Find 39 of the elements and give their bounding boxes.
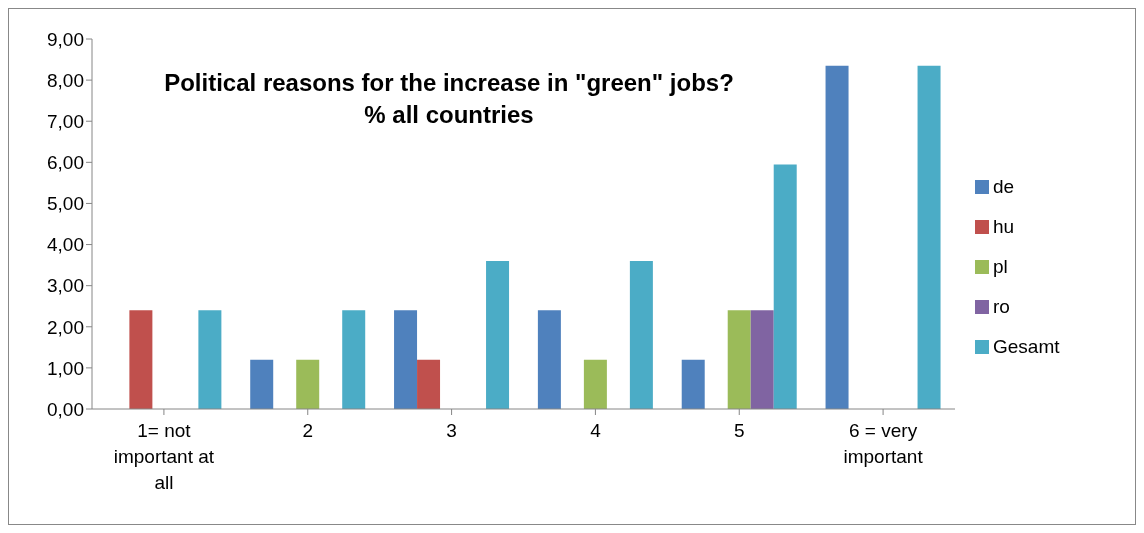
bar — [917, 65, 941, 409]
bar — [681, 359, 705, 409]
text: Political reasons for the increase in "green" jobs? % all countries — [163, 68, 735, 130]
bar — [583, 359, 607, 409]
y-tick-label: 3,00 — [47, 275, 84, 297]
legend-label: de — [993, 175, 1015, 197]
x-tick-label: 5 — [733, 420, 745, 441]
bar — [537, 310, 561, 409]
x-tick-label: 3 — [446, 420, 457, 441]
y-tick-label: 4,00 — [47, 234, 84, 256]
x-tick-label: 6 = very important — [843, 420, 924, 467]
bar — [773, 164, 797, 409]
y-tick-label: 0,00 — [47, 398, 84, 420]
bar — [296, 359, 320, 409]
bar — [250, 359, 274, 409]
x-tick-label: 1= not important at all — [113, 420, 215, 493]
bar — [750, 310, 774, 409]
bar — [825, 65, 849, 409]
bar — [129, 310, 153, 409]
bar — [629, 261, 653, 409]
bar — [417, 359, 441, 409]
x-tick-label: 4 — [590, 420, 602, 441]
y-tick-label: 8,00 — [47, 69, 84, 91]
y-tick-label: 9,00 — [47, 28, 84, 50]
y-tick-label: 2,00 — [47, 316, 84, 338]
bar — [198, 310, 222, 409]
legend-label: Gesamt — [993, 335, 1060, 357]
bar — [342, 310, 366, 409]
y-tick-label: 7,00 — [47, 110, 84, 132]
legend-label: ro — [993, 295, 1010, 317]
bar — [727, 310, 751, 409]
y-tick-label: 1,00 — [47, 357, 84, 379]
bar — [486, 261, 510, 409]
legend-label: pl — [993, 255, 1008, 277]
y-tick-label: 5,00 — [47, 193, 84, 215]
y-tick-label: 6,00 — [47, 152, 84, 174]
legend-label: hu — [993, 215, 1015, 237]
bar — [394, 310, 418, 409]
x-tick-label: 2 — [302, 420, 314, 441]
